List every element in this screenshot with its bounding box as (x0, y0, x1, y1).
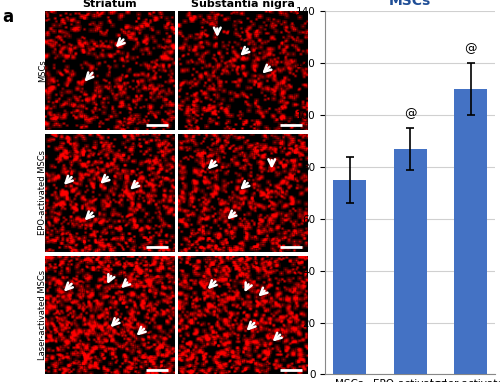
Y-axis label: Laser-activated MSCs: Laser-activated MSCs (38, 270, 46, 360)
Title: Striatum: Striatum (82, 0, 137, 9)
Text: a: a (2, 8, 14, 26)
Bar (333, 180, 366, 374)
Bar (394, 149, 427, 374)
Title: Substantia nigra: Substantia nigra (192, 0, 295, 9)
Y-axis label: MSCs: MSCs (38, 59, 46, 82)
Text: @: @ (404, 107, 416, 120)
Bar (454, 89, 488, 374)
Text: @: @ (464, 42, 477, 55)
Title: Count of PKH26-labeled
MSCs: Count of PKH26-labeled MSCs (316, 0, 500, 8)
Y-axis label: EPO-activated MSCs: EPO-activated MSCs (38, 151, 46, 235)
